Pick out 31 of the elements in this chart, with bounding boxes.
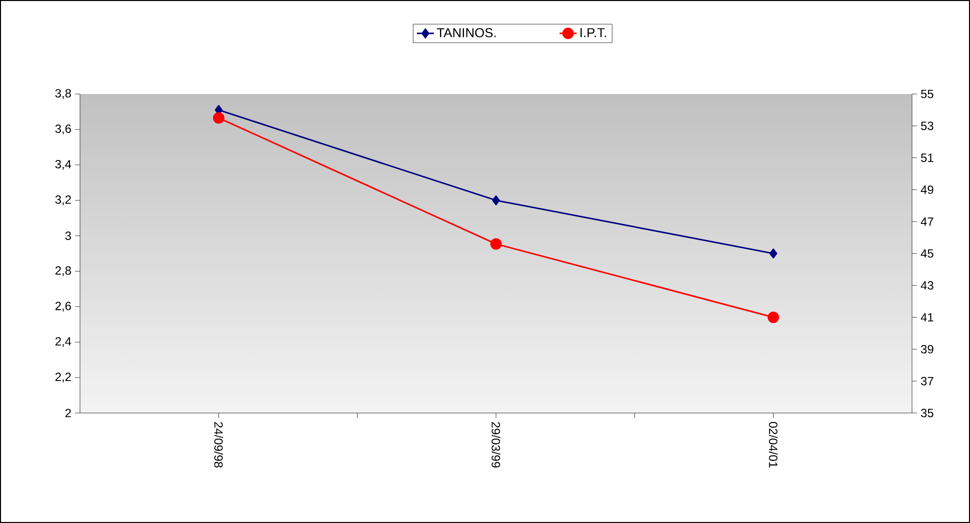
y-tick-label: 3,2	[55, 195, 71, 206]
y2-tick-label: 45	[920, 249, 934, 258]
legend-label: TANINOS.	[436, 28, 496, 38]
point	[490, 238, 502, 250]
y2-tick-label: 43	[920, 281, 934, 290]
y2-tick-label: 39	[920, 344, 934, 354]
y-tick-label: 3,8	[55, 89, 71, 99]
y-tick-label: 2,8	[55, 266, 71, 276]
y-tick-label: 3,6	[55, 124, 71, 134]
point	[212, 112, 224, 124]
y2-tick-label: 41	[920, 313, 934, 322]
y2-tick-label: 51	[921, 154, 934, 162]
y-tick-label: 2,4	[55, 337, 72, 348]
y2-tick-label: 53	[921, 122, 934, 130]
y2-tick-label: 35	[920, 408, 934, 418]
y-tick-label: 3	[65, 232, 71, 240]
y-tick-label: 2	[65, 408, 71, 418]
point	[769, 248, 778, 258]
x-tick-label: 24/09/98	[214, 422, 224, 468]
y-tick-label: 3,4	[55, 160, 72, 170]
y-tick-label: 2,2	[55, 372, 71, 382]
y2-tick-label: 37	[920, 376, 934, 386]
y2-tick-label: 55	[921, 90, 934, 98]
y2-tick-label: 49	[920, 185, 934, 194]
point	[492, 195, 500, 206]
x-tick-label: 29/03/99	[492, 422, 500, 468]
x-tick-label: 02/04/01	[768, 422, 778, 468]
y-tick-label: 2,6	[55, 302, 71, 312]
y2-tick-label: 47	[920, 217, 934, 226]
point	[768, 312, 780, 324]
legend-label: I.P.T.	[580, 28, 606, 38]
